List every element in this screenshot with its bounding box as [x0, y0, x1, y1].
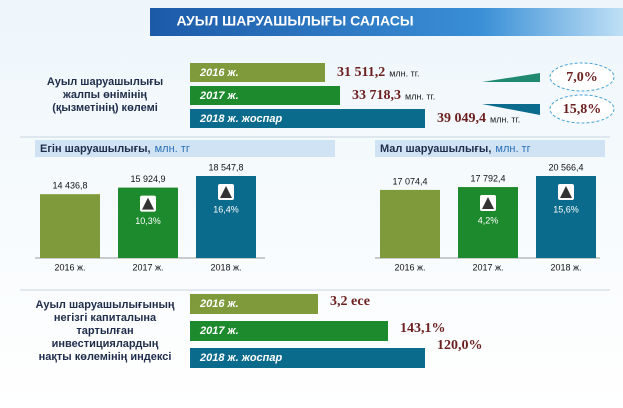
marker-triangle: [482, 197, 494, 210]
section-label: инвестициялардың: [52, 338, 159, 350]
panel-header: [35, 140, 335, 157]
row-unit: млн. тг.: [405, 91, 435, 101]
section-label: (қызметінің) көлемі: [52, 102, 158, 114]
row-value: 143,1%: [400, 321, 446, 336]
row-bar: [190, 348, 425, 368]
row-unit: млн. тг.: [490, 114, 520, 124]
chart-unit: млн. тг: [495, 143, 530, 155]
section-label: Ауыл шаруашылығының: [35, 299, 174, 311]
growth-label: 10,3%: [135, 216, 161, 226]
row-year: 2017 ж.: [199, 325, 239, 337]
section-label: нақты көлемінің индексі: [39, 351, 172, 363]
row-value: 39 049,4: [437, 111, 486, 126]
row-year: 2016 ж.: [199, 298, 239, 310]
row-year: 2017 ж.: [199, 90, 239, 102]
row-unit: млн. тг.: [389, 68, 419, 78]
category-label: 2017 ж.: [132, 262, 163, 272]
bar: [40, 194, 100, 258]
row-year: 2016 ж.: [199, 67, 239, 79]
chart-unit: млн. тг: [155, 143, 190, 155]
marker-triangle: [220, 186, 232, 198]
row-bar: [190, 294, 318, 314]
value-label: 15 924,9: [130, 174, 165, 184]
category-label: 2017 ж.: [472, 262, 503, 272]
bar: [380, 189, 440, 258]
value-label: 18 547,8: [208, 162, 243, 172]
row-bar: [190, 63, 325, 82]
row-year: 2018 ж. жоспар: [199, 352, 283, 364]
panel-header: [375, 140, 605, 157]
value-label: 20 566,4: [548, 162, 583, 172]
growth-label: 4,2%: [478, 215, 499, 225]
row-year: 2018 ж. жоспар: [199, 113, 283, 125]
growth-value: 15,8%: [563, 102, 602, 117]
value-label: 17 792,4: [470, 173, 505, 183]
value-label: 17 074,4: [392, 176, 427, 186]
section-label: тартылған: [76, 325, 133, 337]
growth-bubble: [549, 62, 615, 92]
growth-wedge: [482, 104, 540, 115]
chart-title: Егін шаруашылығы,: [40, 143, 151, 155]
growth-bubble: [549, 94, 615, 124]
row-bar: [190, 321, 388, 341]
growth-value: 7,0%: [566, 70, 598, 85]
row-value: 3,2 есе: [330, 294, 370, 309]
row-bar: [190, 86, 340, 105]
row-value: 33 718,3: [352, 88, 401, 103]
category-label: 2016 ж.: [394, 262, 425, 272]
category-label: 2016 ж.: [54, 262, 85, 272]
growth-label: 16,4%: [213, 204, 239, 214]
value-label: 14 436,8: [52, 181, 87, 191]
growth-wedge: [482, 73, 540, 82]
title: АУЫЛ ШАРУАШЫЛЫҒЫ САЛАСЫ: [176, 13, 413, 29]
section-label: негізгі капиталына: [54, 312, 157, 324]
marker-triangle: [560, 186, 572, 198]
row-bar: [190, 109, 425, 128]
chart-title: Мал шаруашылығы,: [380, 143, 491, 155]
category-label: 2018 ж.: [210, 262, 241, 272]
growth-label: 15,6%: [553, 204, 579, 214]
category-label: 2018 ж.: [550, 262, 581, 272]
row-value: 120,0%: [437, 338, 483, 353]
section-label: Ауыл шаруашылығы: [47, 76, 163, 88]
header-band: [150, 8, 623, 36]
row-value: 31 511,2: [337, 65, 385, 80]
marker-triangle: [142, 197, 154, 210]
section-label: жалпы өнімінің: [62, 89, 147, 101]
